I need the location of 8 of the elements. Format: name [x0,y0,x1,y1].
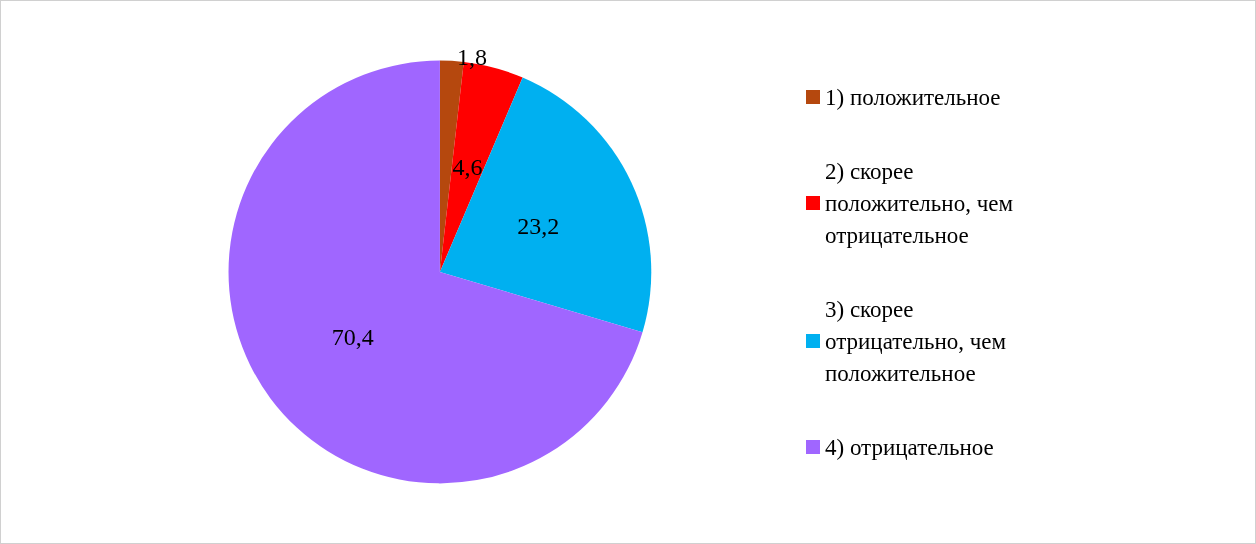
legend-label: 3) скорее отрицательно, чем положительное [825,296,1012,386]
data-label: 70,4 [331,323,374,350]
data-label: 23,2 [517,212,560,239]
legend-label: 2) скорее положительно, чем отрицательное [825,158,1019,248]
data-label: 1,8 [457,43,488,70]
legend-label: 4) отрицательное [825,434,994,460]
data-label: 4,6 [452,153,483,180]
legend-label: 1) положительное [825,84,1001,110]
